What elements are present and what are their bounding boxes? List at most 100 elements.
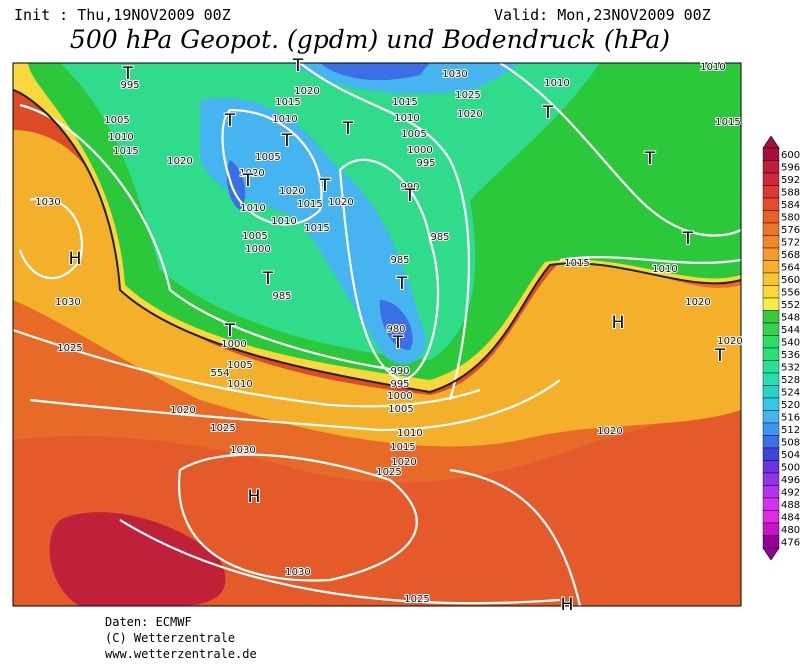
colorbar-label: 536 — [781, 350, 800, 361]
pressure-center: T — [404, 186, 416, 206]
valid-time: Valid: Mon,23NOV2009 00Z — [494, 6, 711, 24]
isobar-label: 1020 — [239, 168, 264, 179]
isobar-label: 1015 — [275, 97, 300, 108]
pressure-center: T — [542, 103, 554, 123]
colorbar-label: 508 — [781, 437, 800, 448]
isobar-label: 1010 — [652, 264, 677, 275]
colorbar-swatch — [762, 160, 780, 174]
colorbar-label: 584 — [781, 200, 800, 211]
colorbar-label: 520 — [781, 400, 800, 411]
pressure-center: T — [224, 321, 236, 341]
colorbar-label: 576 — [781, 225, 800, 236]
colorbar-label: 556 — [781, 287, 800, 298]
pressure-center: T — [281, 131, 293, 151]
colorbar-label: 488 — [781, 500, 800, 511]
pressure-center: T — [644, 149, 656, 169]
colorbar-swatch — [762, 397, 780, 411]
colorbar-swatch — [762, 185, 780, 199]
isobar-label: 980 — [386, 324, 405, 335]
isobar-label: 1030 — [35, 197, 60, 208]
colorbar-swatch — [762, 385, 780, 399]
pressure-center: H — [248, 487, 261, 507]
colorbar-swatch — [762, 410, 780, 424]
isobar-label: 985 — [272, 291, 291, 302]
pressure-center: T — [224, 111, 236, 131]
isobar-label: 1015 — [113, 146, 138, 157]
pressure-center: H — [69, 249, 82, 269]
colorbar-swatch — [762, 335, 780, 349]
isobar-label: 1000 — [407, 145, 432, 156]
colorbar-swatch — [762, 435, 780, 449]
colorbar-swatch — [762, 447, 780, 461]
colorbar-swatch — [762, 210, 780, 224]
pressure-center: T — [342, 119, 354, 139]
colorbar-swatch — [762, 297, 780, 311]
isobar-label: 1020 — [328, 197, 353, 208]
isobar-label: 1010 — [240, 203, 265, 214]
isobar-label: 1020 — [170, 405, 195, 416]
colorbar-swatch — [762, 322, 780, 336]
isobar-label: 1025 — [404, 594, 429, 605]
isobar-label: 1005 — [242, 231, 267, 242]
map-frame — [12, 62, 742, 607]
isobar-label: 1005 — [227, 360, 252, 371]
colorbar-swatch — [762, 372, 780, 386]
isobar-label: 1030 — [442, 69, 467, 80]
data-source: Daten: ECMWF — [105, 615, 192, 629]
isobar-label: 985 — [430, 232, 449, 243]
colorbar-label: 548 — [781, 312, 800, 323]
map-title: 500 hPa Geopot. (gpdm) und Bodendruck (h… — [70, 25, 670, 54]
isobar-label: 1005 — [388, 404, 413, 415]
pressure-center: T — [292, 56, 304, 76]
isobar-label: 1010 — [272, 114, 297, 125]
isobar-label: 1000 — [387, 391, 412, 402]
init-time: Init : Thu,19NOV2009 00Z — [14, 6, 231, 24]
isobar-label: 995 — [416, 158, 435, 169]
colorbar-label: 544 — [781, 325, 800, 336]
colorbar-label: 512 — [781, 425, 800, 436]
pressure-center: H — [612, 313, 625, 333]
isobar-label: 995 — [120, 80, 139, 91]
isobar-label: 1015 — [392, 97, 417, 108]
colorbar-label: 492 — [781, 487, 800, 498]
colorbar-label: 560 — [781, 275, 800, 286]
isobar-label: 1020 — [391, 457, 416, 468]
isobar-label: 1005 — [104, 115, 129, 126]
colorbar-swatch — [762, 197, 780, 211]
isobar-label: 1010 — [544, 78, 569, 89]
website: www.wetterzentrale.de — [105, 647, 257, 661]
isobar-label: 1030 — [55, 297, 80, 308]
isobar-label: 1015 — [564, 258, 589, 269]
colorbar-label: 500 — [781, 462, 800, 473]
colorbar-label: 580 — [781, 212, 800, 223]
colorbar-swatch — [762, 535, 780, 549]
map-field — [13, 63, 741, 606]
pressure-center: T — [682, 229, 694, 249]
pressure-center: H — [561, 595, 574, 615]
isobar-label: 1030 — [285, 567, 310, 578]
isobar-label: 1020 — [685, 297, 710, 308]
isobar-label: 1025 — [376, 467, 401, 478]
isobar-label: 1025 — [57, 343, 82, 354]
isobar-label: 985 — [390, 255, 409, 266]
colorbar-swatch — [762, 235, 780, 249]
colorbar-label: 592 — [781, 175, 800, 186]
isobar-label: 1015 — [297, 199, 322, 210]
isobar-label: 995 — [390, 379, 409, 390]
colorbar-top-arrow — [762, 135, 780, 149]
pressure-center: T — [262, 269, 274, 289]
colorbar-swatch — [762, 247, 780, 261]
colorbar-swatch — [762, 310, 780, 324]
colorbar-swatch — [762, 422, 780, 436]
colorbar-label: 524 — [781, 387, 800, 398]
isobar-label: 1015 — [390, 442, 415, 453]
pressure-center: T — [392, 333, 404, 353]
isobar-label: 1010 — [397, 428, 422, 439]
colorbar-swatch — [762, 522, 780, 536]
colorbar-swatch — [762, 497, 780, 511]
isobar-label: 1010 — [394, 113, 419, 124]
colorbar-label: 540 — [781, 337, 800, 348]
colorbar-label: 516 — [781, 412, 800, 423]
isobar-label: 1000 — [221, 339, 246, 350]
